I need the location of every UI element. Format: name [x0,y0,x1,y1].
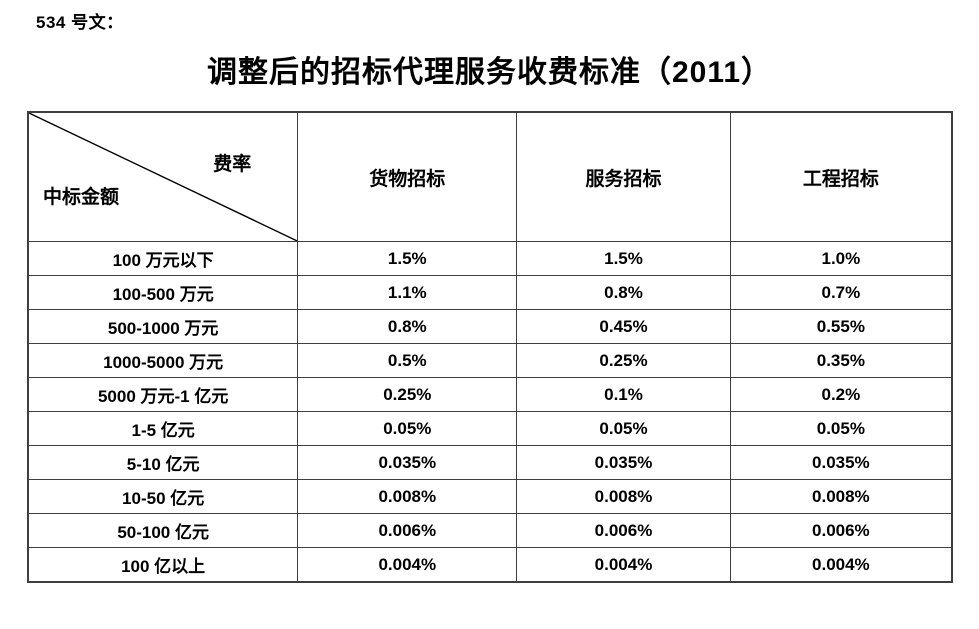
fee-rate-value-cell: 0.05% [729,411,953,446]
fee-rate-value-cell: 0.035% [297,445,518,480]
table-corner-cell: 费率 中标金额 [27,111,299,242]
row-label-bid-amount-range: 5000 万元-1 亿元 [27,377,299,412]
row-label-bid-amount-range: 100-500 万元 [27,275,299,310]
fee-rate-value-cell: 0.008% [297,479,518,514]
table-row: 5000 万元-1 亿元 0.25% 0.1% 0.2% [27,377,953,412]
fee-table: 费率 中标金额 货物招标 服务招标 工程招标 100 万元以下 1.5% 1.5% 1… [27,111,953,583]
fee-rate-value-cell: 0.008% [729,479,953,514]
fee-rate-value-cell: 1.1% [297,275,518,310]
row-label-bid-amount-range: 50-100 亿元 [27,513,299,548]
fee-rate-value-cell: 0.004% [729,547,953,583]
fee-rate-value-cell: 1.5% [516,241,731,276]
row-label-bid-amount-range: 1-5 亿元 [27,411,299,446]
fee-rate-value-cell: 1.5% [297,241,518,276]
fee-rate-value-cell: 0.006% [516,513,731,548]
page-title: 调整后的招标代理服务收费标准（2011） [206,56,773,89]
table-row: 1-5 亿元 0.05% 0.05% 0.05% [27,411,953,446]
fee-rate-value-cell: 0.35% [729,343,953,378]
fee-rate-value-cell: 0.006% [729,513,953,548]
corner-label-fee-rate: 费率 [213,154,252,175]
corner-label-bid-amount: 中标金额 [43,187,120,208]
table-row: 1000-5000 万元 0.5% 0.25% 0.35% [27,343,953,378]
fee-rate-value-cell: 0.8% [297,309,518,344]
row-label-bid-amount-range: 100 万元以下 [27,241,299,276]
fee-rate-value-cell: 0.004% [297,547,518,583]
fee-rate-value-cell: 0.7% [729,275,953,310]
table-row: 100 亿以上 0.004% 0.004% 0.004% [27,547,953,583]
fee-rate-value-cell: 0.5% [297,343,518,378]
fee-rate-value-cell: 0.25% [297,377,518,412]
diagonal-divider-line [29,113,297,241]
fee-rate-value-cell: 0.8% [516,275,731,310]
row-label-bid-amount-range: 5-10 亿元 [27,445,299,480]
fee-rate-value-cell: 0.004% [516,547,731,583]
table-row: 100-500 万元 1.1% 0.8% 0.7% [27,275,953,310]
doc-number: 534 号文： [36,13,124,32]
table-header-row: 费率 中标金额 货物招标 服务招标 工程招标 [27,111,953,242]
table-row: 10-50 亿元 0.008% 0.008% 0.008% [27,479,953,514]
table-row: 100 万元以下 1.5% 1.5% 1.0% [27,241,953,276]
row-label-bid-amount-range: 1000-5000 万元 [27,343,299,378]
fee-rate-value-cell: 0.035% [729,445,953,480]
fee-rate-value-cell: 1.0% [729,241,953,276]
column-header-engineering-bidding: 工程招标 [729,111,953,242]
fee-rate-value-cell: 0.035% [516,445,731,480]
column-header-service-bidding: 服务招标 [516,111,731,242]
fee-rate-value-cell: 0.05% [297,411,518,446]
row-label-bid-amount-range: 100 亿以上 [27,547,299,583]
fee-rate-value-cell: 0.006% [297,513,518,548]
fee-rate-value-cell: 0.55% [729,309,953,344]
fee-rate-value-cell: 0.1% [516,377,731,412]
table-row: 5-10 亿元 0.035% 0.035% 0.035% [27,445,953,480]
table-row: 500-1000 万元 0.8% 0.45% 0.55% [27,309,953,344]
fee-rate-value-cell: 0.05% [516,411,731,446]
row-label-bid-amount-range: 500-1000 万元 [27,309,299,344]
row-label-bid-amount-range: 10-50 亿元 [27,479,299,514]
table-row: 50-100 亿元 0.006% 0.006% 0.006% [27,513,953,548]
fee-rate-value-cell: 0.2% [729,377,953,412]
fee-rate-value-cell: 0.45% [516,309,731,344]
fee-rate-value-cell: 0.008% [516,479,731,514]
column-header-goods-bidding: 货物招标 [297,111,518,242]
fee-rate-value-cell: 0.25% [516,343,731,378]
